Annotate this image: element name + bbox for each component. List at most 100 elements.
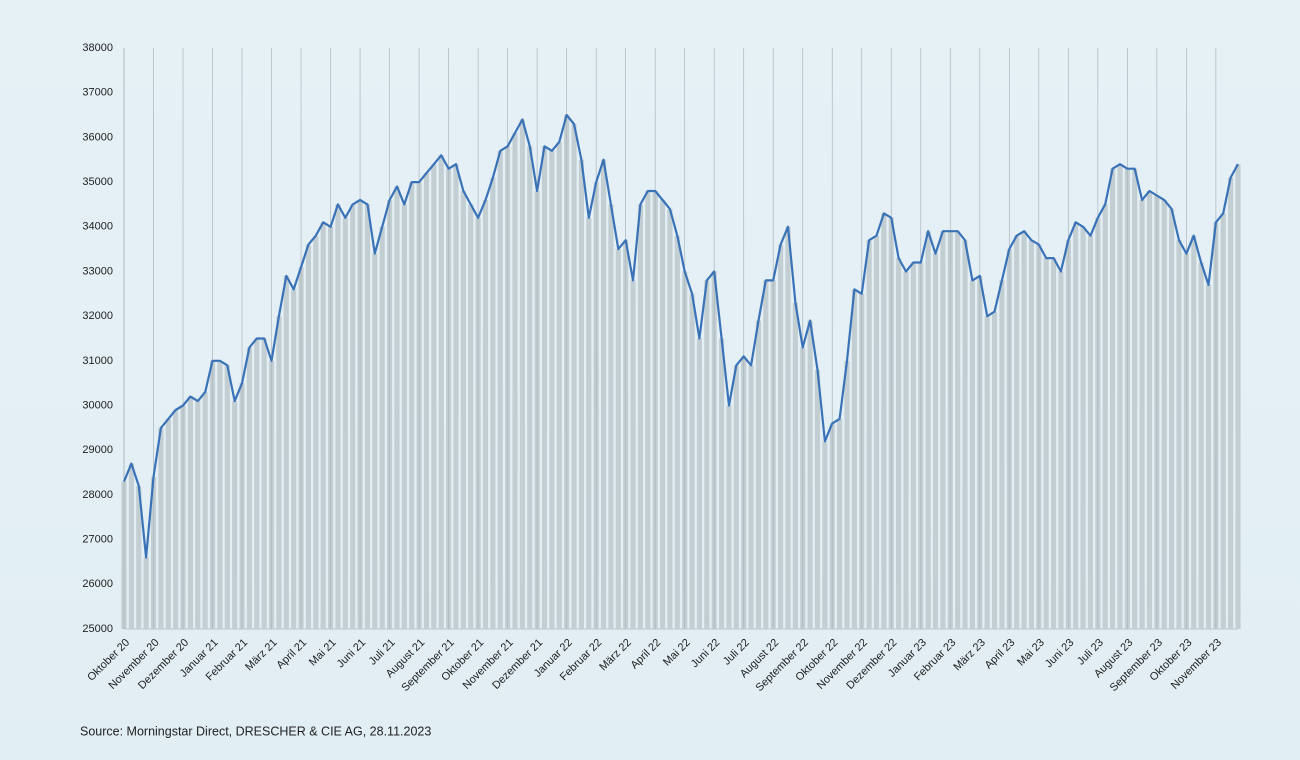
area-bar: [586, 217, 592, 630]
area-bar: [468, 204, 474, 629]
data-line: [122, 113, 1239, 559]
y-tick-label: 28000: [82, 489, 113, 501]
area-bar: [320, 222, 326, 630]
area-bar: [305, 244, 312, 629]
area-bar: [1014, 235, 1020, 629]
y-tick-label: 31000: [82, 355, 113, 367]
area-bar: [379, 226, 385, 629]
area-bar: [807, 320, 813, 629]
y-tick-label: 30000: [82, 399, 113, 411]
area-bar: [246, 347, 252, 629]
area-bar: [158, 427, 164, 629]
x-tick-label: Mai 22: [661, 637, 693, 669]
x-tick-label: Juni 21: [335, 637, 369, 671]
area-bar: [910, 262, 916, 629]
area-bar: [659, 199, 666, 629]
area-bar: [217, 360, 223, 629]
area-bar: [984, 316, 990, 629]
x-tick-label: März 23: [951, 637, 988, 674]
area-bar: [438, 155, 444, 629]
area-bar: [822, 441, 828, 629]
area-bar: [792, 302, 798, 629]
area-bar: [1169, 208, 1175, 629]
area-bar: [999, 280, 1005, 629]
area-bar: [394, 186, 400, 630]
area-bar: [763, 280, 769, 629]
area-bar: [224, 365, 230, 629]
area-bar: [1021, 231, 1027, 629]
area-bar: [291, 289, 297, 629]
area-bar: [718, 338, 725, 629]
area-bar: [748, 365, 754, 629]
area-bar: [490, 177, 496, 629]
area-bar: [283, 275, 289, 629]
area-bar: [940, 231, 946, 629]
area-bar: [549, 150, 555, 630]
area-bar: [903, 271, 909, 629]
area-bar: [667, 208, 673, 629]
area-bar: [541, 146, 548, 630]
area-bar: [674, 235, 680, 629]
area-bar: [578, 159, 584, 629]
area-bar: [615, 249, 621, 629]
area-bar: [637, 204, 644, 629]
area-bar: [313, 235, 319, 629]
area-bar: [254, 338, 260, 629]
area-bar: [991, 311, 998, 629]
y-tick-label: 37000: [82, 87, 113, 99]
area-bar: [1235, 164, 1241, 629]
area-bar: [837, 418, 843, 629]
area-bar: [136, 485, 142, 629]
x-tick-label: Mai 21: [307, 637, 339, 669]
area-bar: [962, 240, 968, 629]
y-tick-label: 26000: [82, 578, 113, 590]
area-bar: [932, 253, 939, 630]
area-bar: [733, 365, 739, 629]
area-bar: [519, 119, 525, 629]
area-bar: [1073, 222, 1079, 630]
area-bar: [195, 401, 201, 629]
area-bar: [630, 280, 636, 629]
area-bar: [1102, 204, 1108, 629]
area-bar: [844, 360, 850, 629]
area-bar: [1110, 168, 1116, 629]
area-bar: [187, 396, 193, 629]
area-bar: [1080, 226, 1086, 629]
area-bar: [1228, 177, 1234, 629]
area-bar: [232, 401, 238, 629]
area-bar: [497, 150, 503, 630]
area-bar: [453, 164, 459, 629]
x-tick-label: März 21: [243, 637, 280, 674]
source-note: Source: Morningstar Direct, DRESCHER & C…: [80, 724, 431, 738]
x-tick-label: April 22: [628, 637, 663, 672]
area-bar: [276, 316, 282, 629]
y-tick-label: 38000: [82, 42, 113, 54]
area-bar: [955, 231, 961, 629]
area-bar: [645, 191, 651, 629]
area-bar: [755, 320, 762, 629]
area-bar: [600, 159, 607, 629]
area-bar: [608, 204, 614, 629]
area-bar: [1139, 199, 1145, 629]
y-tick-label: 32000: [82, 310, 113, 322]
area-bar: [1161, 199, 1167, 629]
area-bar: [1176, 240, 1182, 629]
area-bar: [969, 280, 975, 629]
y-tick-label: 25000: [82, 623, 113, 635]
area-bar: [726, 405, 732, 629]
area-bar: [778, 244, 784, 629]
y-tick-label: 33000: [82, 265, 113, 277]
area-bar: [1058, 271, 1064, 629]
area-bar: [1087, 235, 1094, 629]
area-bar: [165, 418, 171, 629]
area-bar: [873, 235, 880, 629]
area-bar: [571, 123, 577, 629]
area-bar: [335, 204, 341, 629]
area-bar: [364, 204, 371, 629]
x-tick-label: April 23: [983, 637, 1018, 672]
area-bar: [1050, 258, 1057, 629]
area-bar: [261, 338, 267, 629]
area-bar: [173, 410, 179, 629]
area-bar: [372, 253, 378, 630]
